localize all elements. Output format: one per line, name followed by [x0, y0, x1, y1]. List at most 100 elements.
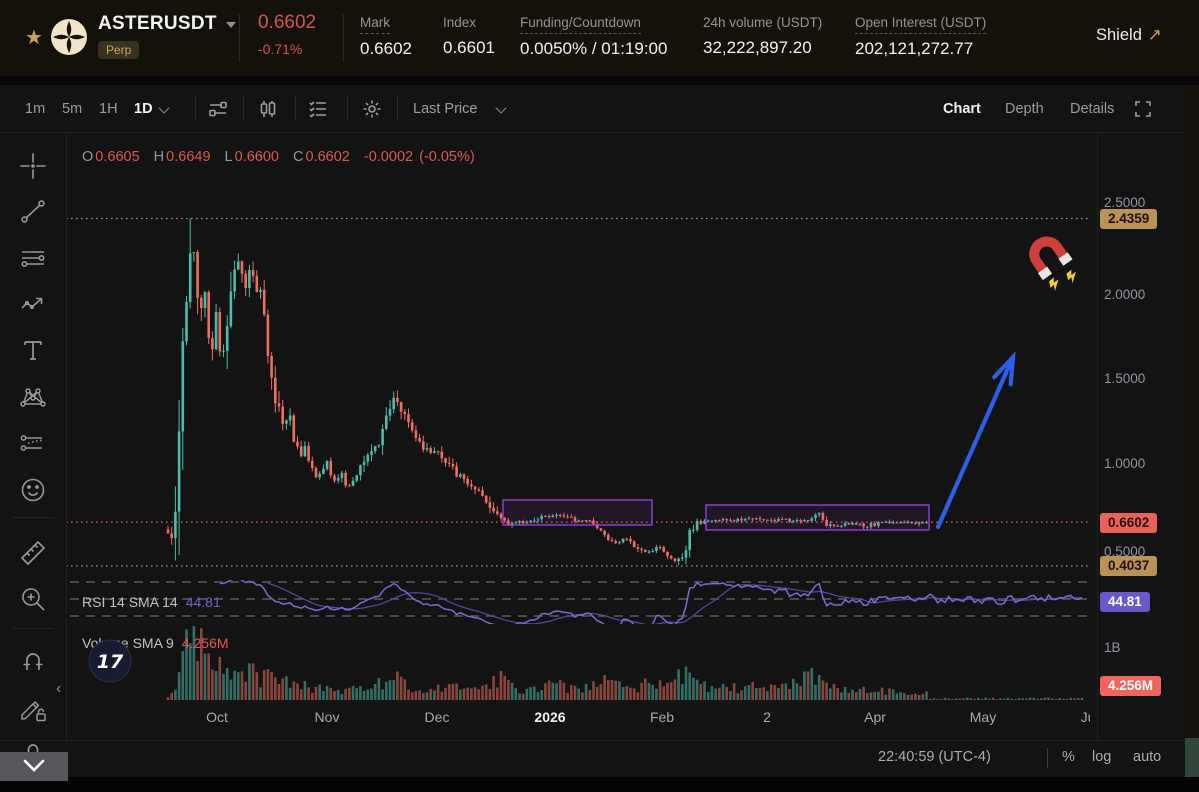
divider — [195, 95, 196, 121]
price-source-dropdown[interactable]: Last Price — [413, 101, 478, 117]
page-bottom — [0, 777, 1199, 792]
tab-depth[interactable]: Depth — [1005, 101, 1044, 117]
symbol-name[interactable]: ASTERUSDT — [98, 13, 217, 34]
interval-1m[interactable]: 1m — [25, 101, 46, 117]
stat-label: Funding/Countdown — [520, 15, 641, 34]
price-axis[interactable]: 2.5000 2.0000 1.5000 1.0000 0.5000 1B 2.4359 0.… — [1098, 133, 1185, 740]
magnet-sticker[interactable] — [1022, 229, 1084, 296]
candlestick-series — [166, 218, 928, 566]
market-type-badge: Perp — [98, 41, 140, 59]
xabcd-pattern-icon[interactable] — [18, 382, 48, 412]
price-axis-tick: 1.0000 — [1104, 456, 1146, 471]
candle-style-icon[interactable] — [257, 98, 279, 120]
divider — [0, 132, 1185, 133]
stat-value: 32,222,897.20 — [703, 38, 812, 57]
page-edge-accent — [1185, 738, 1199, 777]
forecast-tool-icon[interactable] — [18, 428, 48, 458]
stat-value: 202,121,272.77 — [855, 39, 974, 58]
stat-funding-countdown: Funding/Countdown 0.0050% / 01:19:00 — [520, 14, 667, 59]
draw-lock-icon[interactable] — [18, 694, 48, 724]
divider — [1097, 133, 1098, 740]
external-arrow-icon: ↗ — [1147, 26, 1162, 44]
interval-1d[interactable]: 1D — [134, 101, 153, 117]
price-axis-badge: 2.4359 — [1100, 209, 1158, 229]
percent-scale-button[interactable]: % — [1062, 749, 1075, 765]
favorite-star-icon[interactable]: ★ — [25, 27, 43, 49]
wave-arrow-icon[interactable] — [18, 289, 48, 319]
divider — [295, 95, 296, 121]
log-scale-button[interactable]: log — [1092, 749, 1112, 765]
time-axis-label: 2026 — [534, 709, 566, 725]
stat-value: 0.6602 — [360, 39, 412, 58]
indicators-list-icon[interactable] — [307, 98, 329, 120]
time-axis-label: May — [969, 709, 997, 725]
price-axis-tick: 0.5000 — [1104, 544, 1146, 559]
tab-details[interactable]: Details — [1070, 101, 1115, 117]
top-stats-bar: ★ ASTERUSDT Perp 0.6602 -0.71% Mark 0.66… — [0, 0, 1199, 76]
price-level-lines — [66, 217, 1090, 567]
crosshair-icon[interactable] — [18, 151, 48, 181]
price-axis-tick: 1.5000 — [1104, 371, 1146, 386]
time-axis-label: Apr — [864, 709, 886, 725]
divider — [0, 76, 1199, 85]
compare-settings-icon[interactable] — [207, 98, 229, 120]
magnet-icon[interactable] — [18, 645, 48, 675]
ohlc-readout: O 0.6605 H 0.6649 L 0.6600 C 0.6602 -0.0002 … — [82, 149, 475, 165]
price-axis-badge: 0.4037 — [1100, 556, 1158, 576]
stat-value: 0.6601 — [443, 38, 495, 57]
drawing-rectangles[interactable] — [502, 499, 930, 531]
ruler-icon[interactable] — [18, 538, 48, 568]
divider — [343, 14, 344, 62]
price-axis-tick: 1B — [1104, 640, 1121, 655]
text-tool-icon[interactable] — [18, 335, 48, 365]
divider — [12, 517, 54, 518]
svg-text:17: 17 — [97, 651, 124, 673]
scroll-down-button[interactable] — [0, 752, 68, 781]
divider — [243, 95, 244, 121]
zoom-in-icon[interactable] — [18, 584, 48, 614]
shield-link[interactable]: Shield ↗ — [1096, 26, 1162, 44]
rsi-pane — [70, 580, 1090, 624]
emoji-icon[interactable] — [18, 475, 48, 505]
divider — [347, 95, 348, 121]
page-edge — [1185, 85, 1199, 777]
stat-label: 24h volume (USDT) — [703, 15, 823, 30]
drawing-arrow[interactable] — [935, 351, 1016, 530]
time-axis-label: Ju — [1080, 709, 1090, 725]
gear-icon[interactable] — [361, 98, 383, 120]
auto-scale-button[interactable]: auto — [1133, 749, 1162, 765]
scroll-down-chevron-icon — [23, 759, 45, 772]
divider — [0, 740, 1185, 741]
time-axis-label: Dec — [424, 709, 450, 725]
divider — [239, 14, 240, 62]
clock-display[interactable]: 22:40:59 (UTC-4) — [878, 749, 991, 765]
stat-open-interest: Open Interest (USDT) 202,121,272.77 — [855, 14, 987, 59]
rsi-pane-label[interactable]: RSI 14 SMA 14 44.81 — [82, 594, 221, 610]
collapse-chevron[interactable]: ‹ — [56, 680, 62, 697]
time-axis-label: Feb — [649, 709, 675, 725]
tradingview-logo-icon[interactable]: 17 — [88, 639, 132, 683]
fullscreen-icon[interactable] — [1133, 99, 1153, 119]
time-axis-label: Oct — [206, 709, 228, 725]
volume-series — [166, 626, 1084, 700]
price-chart-canvas[interactable] — [66, 133, 1185, 740]
parallel-lines-icon[interactable] — [18, 243, 48, 273]
price-change-pct: -0.71% — [258, 41, 303, 57]
interval-5m[interactable]: 5m — [62, 101, 83, 117]
stat-index: Index 0.6601 — [443, 14, 495, 58]
last-price: 0.6602 — [258, 12, 317, 33]
aster-logo-icon — [51, 19, 87, 55]
price-axis-badge: 4.256M — [1100, 676, 1162, 696]
divider — [397, 95, 398, 121]
time-axis[interactable]: Oct Nov Dec 2026 Feb 2 Apr May Ju — [66, 701, 1090, 740]
stat-label: Open Interest (USDT) — [855, 15, 987, 34]
tab-chart[interactable]: Chart — [943, 101, 981, 117]
divider — [12, 628, 54, 629]
price-axis-badge: 0.6602 — [1100, 513, 1158, 533]
price-axis-badge: 44.81 — [1100, 592, 1150, 612]
symbol-dropdown-caret-icon[interactable] — [226, 22, 236, 28]
interval-1h[interactable]: 1H — [99, 101, 118, 117]
divider — [66, 133, 67, 740]
trendline-icon[interactable] — [18, 197, 48, 227]
